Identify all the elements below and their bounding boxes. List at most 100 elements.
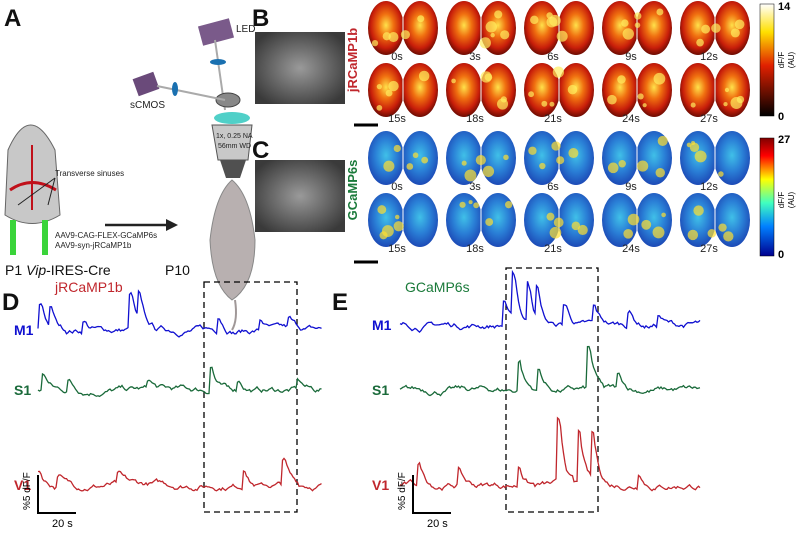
hemisphere [680,63,716,117]
brain-image [524,1,594,55]
hotspot [388,32,399,43]
time-label: 21s [544,113,562,125]
hotspot [549,14,561,27]
hotspot [657,135,668,146]
hotspot [385,89,393,97]
hotspot [642,103,647,108]
hotspot [696,38,704,47]
hemisphere [368,1,404,55]
hemisphere [558,131,594,185]
time-label: 9s [625,51,637,63]
hotspot [461,160,467,166]
hemisphere [558,193,594,247]
annotation: AAV9-CAG-FLEX-GCaMP6s [55,231,157,240]
brain-image [680,63,750,117]
hotspot [485,21,497,33]
hemisphere [680,1,716,55]
brain-image [680,1,750,55]
time-label: 24s [622,243,640,255]
annotation: LED [236,24,255,35]
colorbar-label: 0 [778,111,784,123]
hotspot [655,168,665,178]
hemisphere [446,63,482,117]
panel-label: D [2,289,19,316]
brain-image [680,193,750,247]
colorbar-label: dF/F [777,52,786,69]
time-label: 9s [625,181,637,193]
hotspot [661,212,666,218]
region-label: M1 [372,317,392,333]
trace [37,289,322,338]
hotspot [621,19,629,27]
hotspot [607,162,619,174]
hotspot [701,24,711,34]
time-label: 27s [700,243,718,255]
hemisphere [402,193,438,247]
hemisphere [446,1,482,55]
hotspot [480,71,492,83]
hemisphere [558,1,594,55]
brain-image [524,131,594,185]
hotspot [618,160,626,168]
hotspot [730,28,740,38]
brain-image [602,193,672,247]
hotspot [500,96,507,103]
hotspot [485,218,494,226]
time-label: 18s [466,243,484,255]
hemisphere [602,1,638,55]
scale-label: %5 dF/F [22,472,33,510]
hotspot [379,231,388,240]
hemisphere [524,131,560,185]
hotspot [505,201,513,209]
mouse-line: P1 Vip-IRES-Cre [5,262,111,278]
time-label: 21s [544,243,562,255]
camera-image [255,160,345,232]
hotspot [459,201,466,208]
brain-image [680,131,750,185]
hotspot [656,8,664,16]
trace [399,345,701,397]
time-label: 3s [469,181,481,193]
hotspot [734,19,745,30]
mouse-head [4,124,61,255]
hotspot [383,160,395,172]
scale-label: 20 s [52,518,73,530]
highlight-box [203,281,298,513]
time-label: 0s [391,181,403,193]
colorbar-label: (AU) [787,51,796,68]
hotspot [546,212,555,221]
hotspot [723,102,728,107]
region-label: S1 [372,382,389,398]
scale-bar [412,475,451,514]
hemisphere [368,131,404,185]
time-label: 15s [388,113,406,125]
brain-image [368,1,438,55]
age-label: P10 [165,262,190,278]
brain-image [368,131,438,185]
indicator-label: GCaMP6s [345,160,360,221]
hotspot [479,37,491,49]
hemisphere [636,1,672,55]
hotspot [553,217,564,228]
region-label: M1 [14,322,34,338]
brain-image [368,193,438,247]
hotspot [653,72,666,85]
indicator-label: jRCaMP1b [345,28,360,93]
hotspot [473,202,480,209]
colorbar-label: 0 [778,249,784,261]
hotspot [637,93,644,100]
hemisphere [714,193,750,247]
hotspot [690,102,696,108]
hotspot [571,221,581,231]
hemisphere [602,63,638,117]
indicator-label: GCaMP6s [405,279,470,295]
hotspot [376,84,382,90]
hotspot [607,94,617,105]
time-label: 3s [469,51,481,63]
hotspot [556,30,568,42]
time-label: 12s [700,181,718,193]
hemisphere [714,1,750,55]
hotspot [406,163,414,170]
brain-image [602,1,672,55]
hotspot [490,32,495,38]
